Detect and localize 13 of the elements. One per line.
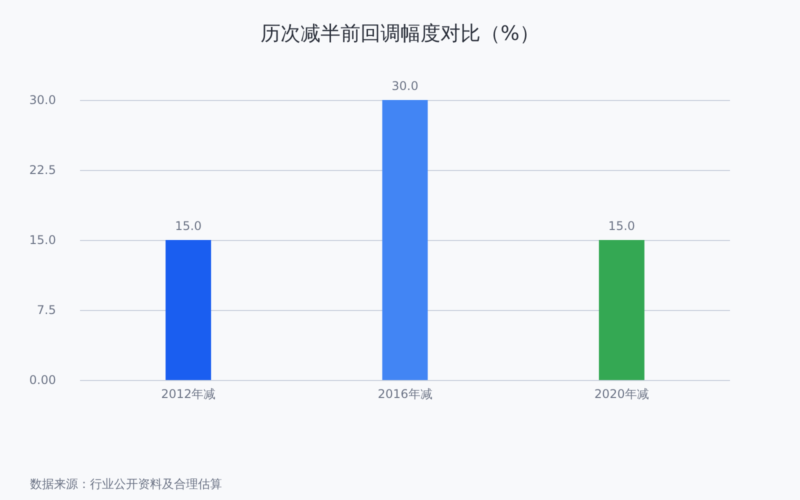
data-label: 15.0: [174, 219, 202, 233]
chart-title: 历次减半前回调幅度对比（%）: [260, 21, 540, 45]
x-tick-label: 2012年减: [161, 387, 216, 401]
y-tick-label: 15.0: [29, 233, 56, 247]
y-tick-label: 0.00: [29, 373, 56, 387]
y-tick-label: 30.0: [29, 93, 56, 107]
y-tick-label: 22.5: [29, 163, 56, 177]
source-note: 数据来源：行业公开资料及合理估算: [30, 477, 222, 491]
y-tick-label: 7.5: [36, 303, 56, 317]
x-tick-label: 2020年减: [594, 387, 649, 401]
x-tick-label: 2016年减: [378, 387, 432, 401]
data-label: 15.0: [608, 219, 636, 233]
data-label: 30.0: [392, 79, 418, 93]
